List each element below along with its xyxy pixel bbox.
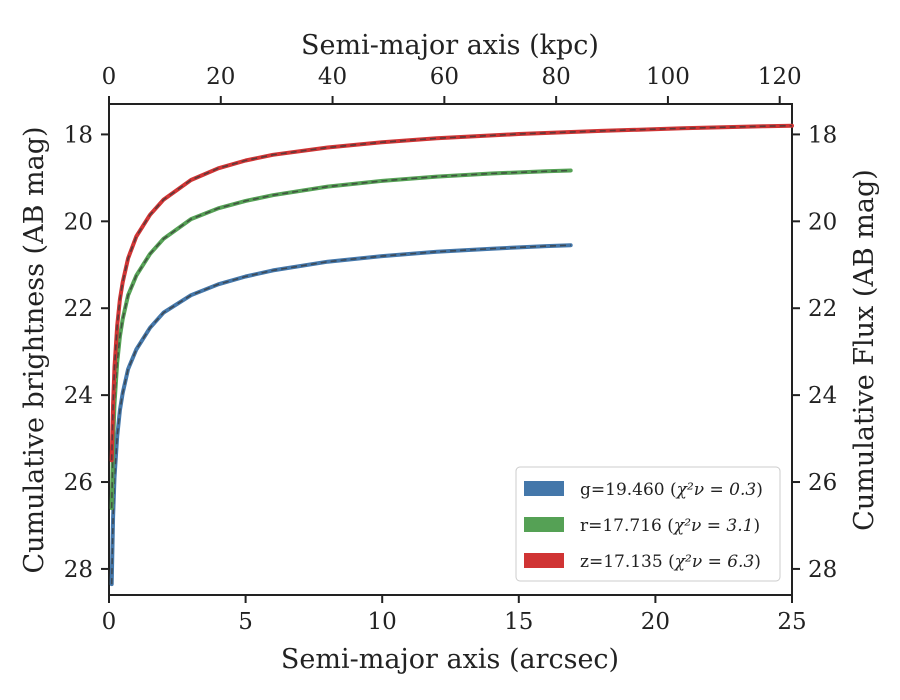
y-tick-label: 20 bbox=[64, 209, 93, 235]
x2-tick-label: 0 bbox=[102, 64, 117, 90]
x2-tick-label: 100 bbox=[646, 64, 690, 90]
x2-tick-label: 80 bbox=[541, 64, 570, 90]
y2-tick-label: 20 bbox=[808, 209, 837, 235]
legend-swatch-z bbox=[524, 553, 564, 568]
series-model-line-r bbox=[110, 169, 571, 509]
y-tick-label: 24 bbox=[64, 383, 93, 409]
x2-axis-title: Semi-major axis (kpc) bbox=[301, 30, 599, 61]
x-tick-label: 0 bbox=[102, 609, 117, 635]
legend-label-g: g=19.460 (χ²ν = 0.3) bbox=[580, 480, 763, 500]
y2-axis-title: Cumulative Flux (AB mag) bbox=[849, 169, 880, 531]
series-lines bbox=[109, 123, 794, 587]
plot-frame bbox=[108, 103, 793, 596]
legend-box bbox=[515, 466, 781, 582]
x-tick-label: 10 bbox=[368, 609, 397, 635]
series-model-line-g bbox=[110, 244, 571, 585]
legend-label-r: r=17.716 (χ²ν = 3.1) bbox=[580, 516, 760, 536]
y2-tick-label: 24 bbox=[808, 383, 837, 409]
y-tick-label: 22 bbox=[64, 296, 93, 322]
legend-chi2-g: χ²ν = 0.3 bbox=[676, 480, 757, 500]
y-tick-label: 18 bbox=[64, 122, 93, 148]
x-tick-label: 5 bbox=[238, 609, 253, 635]
y2-tick-label: 26 bbox=[808, 470, 837, 496]
x2-tick-label: 60 bbox=[430, 64, 459, 90]
y-tick-label: 28 bbox=[64, 557, 93, 583]
y2-tick-label: 18 bbox=[808, 122, 837, 148]
legend-name-z: z=17.135 bbox=[580, 552, 663, 572]
x2-tick-label: 40 bbox=[318, 64, 347, 90]
x-tick-label: 20 bbox=[641, 609, 670, 635]
legend-swatch-r bbox=[524, 517, 564, 532]
legend-name-r: r=17.716 bbox=[580, 516, 662, 536]
y2-tick-label: 28 bbox=[808, 557, 837, 583]
legend-swatch-g bbox=[524, 481, 564, 496]
x-tick-label: 25 bbox=[777, 609, 806, 635]
legend-chi2-z: χ²ν = 6.3 bbox=[674, 552, 755, 572]
y2-tick-label: 22 bbox=[808, 296, 837, 322]
x-tick-label: 15 bbox=[504, 609, 533, 635]
y-axis-title: Cumulative brightness (AB mag) bbox=[19, 126, 50, 573]
series-model-line-z bbox=[110, 124, 793, 461]
legend-name-g: g=19.460 bbox=[580, 480, 665, 500]
legend-chi2-r: χ²ν = 3.1 bbox=[673, 516, 754, 536]
x2-tick-label: 120 bbox=[758, 64, 802, 90]
axis-ticks: 0 5 10 15 20 25 0 20 40 60 80 100 120 18 18 20 20 22 22 24 2… bbox=[64, 64, 838, 635]
y-tick-label: 26 bbox=[64, 470, 93, 496]
x2-tick-label: 20 bbox=[206, 64, 235, 90]
legend: g=19.460 (χ²ν = 0.3) r=17.716 (χ²ν = 3.1… bbox=[515, 466, 781, 582]
legend-label-z: z=17.135 (χ²ν = 6.3) bbox=[580, 552, 761, 572]
x-axis-title: Semi-major axis (arcsec) bbox=[281, 644, 619, 675]
